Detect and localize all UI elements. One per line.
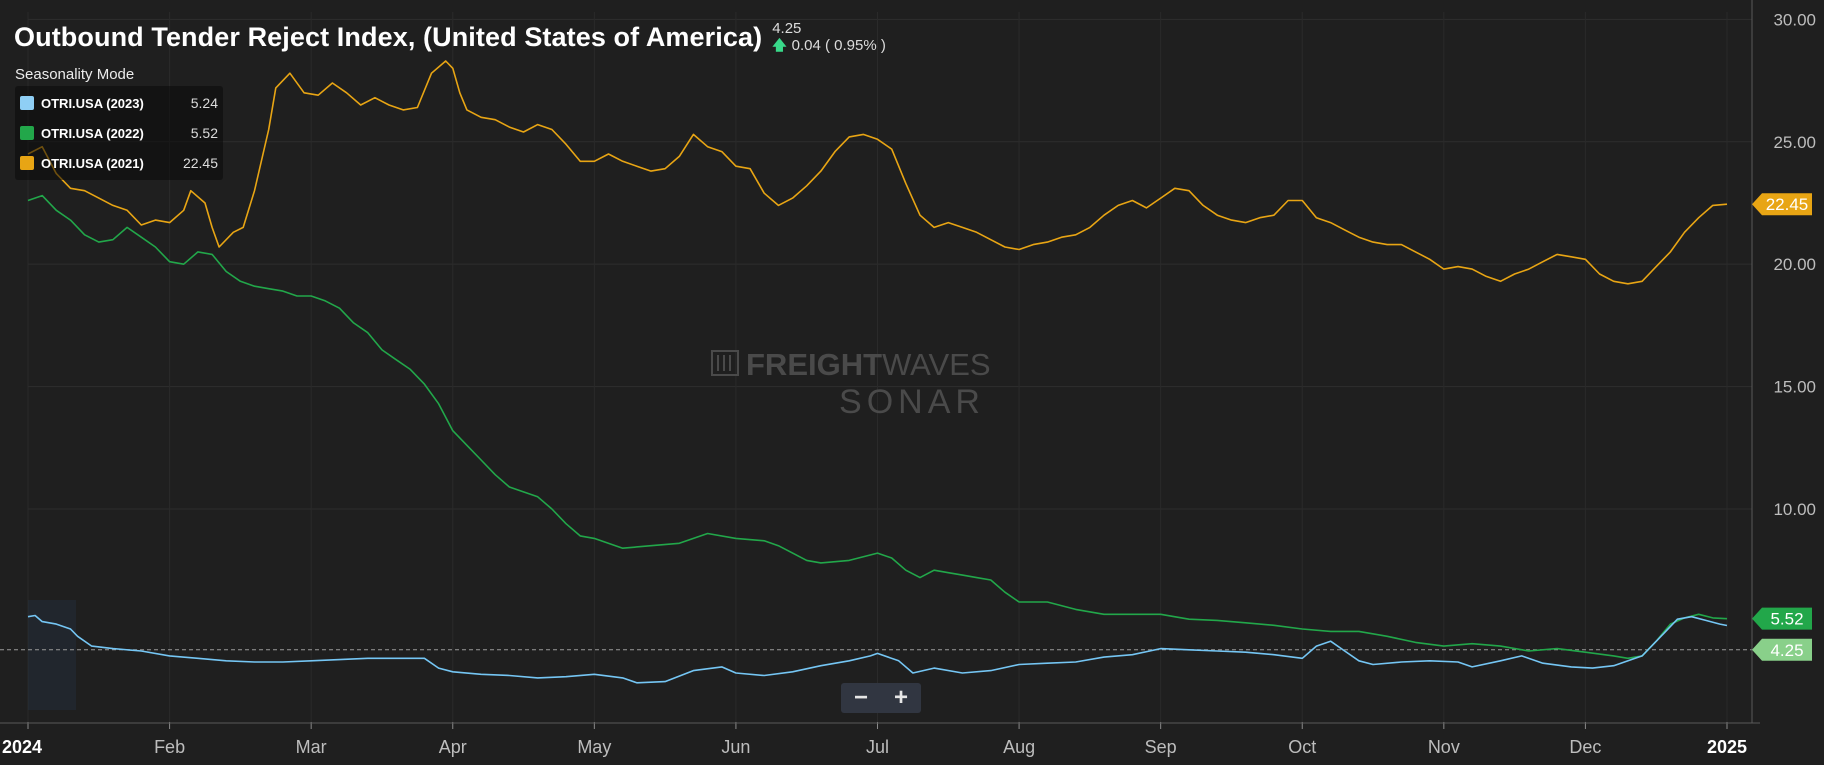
legend-swatch-2022 [20,126,34,140]
price-change-box: 4.25 🡅 0.04 ( 0.95% ) [772,20,886,54]
badge-shape [1752,193,1812,216]
chart-header: Outbound Tender Reject Index, (United St… [14,20,886,54]
x-tick-label: Nov [1428,737,1460,757]
legend-swatch-2023 [20,96,34,110]
series-lines [27,60,1728,684]
legend-value: 5.52 [190,125,218,141]
badge-shape [1752,638,1812,661]
x-tick-label: Jun [721,737,750,757]
change-value: 0.04 ( 0.95% ) [791,37,886,54]
x-axis: 2024 Feb Mar Apr May Jun Jul Aug Sep Oct Nov Dec 202… [0,722,1760,757]
seasonality-mode-label: Seasonality Mode [15,66,135,83]
watermark-sonar-text: SONAR [839,383,985,421]
x-tick-label: Aug [1003,737,1035,757]
x-tick-label: Mar [296,737,327,757]
svg-text:FREIGHTWAVES: FREIGHTWAVES [746,347,991,382]
legend-label: OTRI.USA (2023) [41,95,144,111]
zoom-in-button[interactable]: + [893,684,908,711]
legend-value: 22.45 [182,155,218,171]
arrow-up-icon: 🡅 [772,37,787,53]
legend-item-2021[interactable]: OTRI.USA (2021) 22.45 [15,148,223,178]
legend-swatch-2021 [20,156,34,170]
x-tick-label: 2025 [1707,737,1747,757]
value-badge: 5.52 [1752,607,1812,630]
zoom-out-button[interactable]: − [853,684,868,711]
legend-label: OTRI.USA (2022) [41,125,144,141]
watermark-bold-text: FREIGHT [746,347,882,382]
x-tick-label: Feb [154,737,185,757]
legend-item-2023[interactable]: OTRI.USA (2023) 5.24 [15,88,223,118]
freightwaves-logo-icon [711,350,739,376]
y-tick-label: 20.00 [1773,255,1816,274]
x-tick-label: Jul [866,737,889,757]
legend-item-2022[interactable]: OTRI.USA (2022) 5.52 [15,118,223,148]
x-tick-label: Apr [439,737,467,757]
x-tick-label: Oct [1288,737,1316,757]
y-tick-label: 30.00 [1773,10,1816,29]
current-value: 4.25 [772,20,802,37]
series-line-2021 [27,60,1728,285]
legend-label: OTRI.USA (2021) [41,155,144,171]
value-badges: 22.45 5.52 4.25 [1752,193,1812,661]
x-tick-label: Sep [1145,737,1177,757]
y-tick-label: 10.00 [1773,500,1816,519]
x-tick-label: May [577,737,611,757]
badge-shape [1752,607,1812,630]
legend-value: 5.24 [190,95,218,111]
y-tick-label: 25.00 [1773,133,1816,152]
highlight-region [28,600,76,710]
value-badge: 22.45 [1752,193,1812,216]
watermark-light-text: WAVES [882,347,991,382]
series-line-2022 [27,194,1728,660]
x-tick-label: 2024 [2,737,42,757]
value-badge: 4.25 [1752,638,1812,661]
badge-text: 5.52 [1770,610,1803,629]
badge-text: 4.25 [1770,641,1803,660]
legend: OTRI.USA (2023) 5.24 OTRI.USA (2022) 5.5… [15,86,223,180]
y-axis: 30.00 25.00 20.00 15.00 10.00 [1751,0,1816,723]
series-line-2023 [27,614,1728,684]
chart-title: Outbound Tender Reject Index, (United St… [14,22,763,52]
badge-text: 22.45 [1766,195,1809,214]
change-line: 🡅 0.04 ( 0.95% ) [772,37,886,54]
watermark: FREIGHTWAVES SONAR [711,347,991,421]
zoom-controls: − + [841,683,921,713]
y-tick-label: 15.00 [1773,378,1816,397]
x-tick-label: Dec [1569,737,1601,757]
